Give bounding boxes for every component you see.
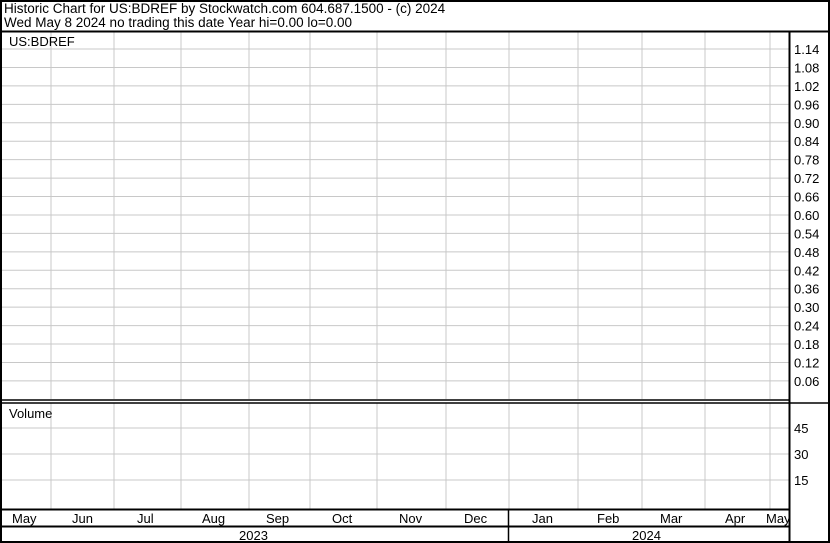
price-tick-label: 0.06	[794, 374, 819, 389]
month-label: Oct	[332, 511, 353, 526]
price-tick-label: 0.18	[794, 337, 819, 352]
month-label: Nov	[399, 511, 423, 526]
price-tick-label: 0.66	[794, 190, 819, 205]
month-label: Jan	[532, 511, 553, 526]
price-tick-label: 0.36	[794, 282, 819, 297]
chart-subtitle: Wed May 8 2024 no trading this date Year…	[4, 15, 353, 30]
month-label: Apr	[725, 511, 746, 526]
month-label: May	[766, 511, 791, 526]
month-label: May	[12, 511, 37, 526]
price-tick-label: 1.08	[794, 60, 819, 75]
price-tick-label: 1.14	[794, 42, 819, 57]
month-label: Jun	[72, 511, 93, 526]
month-label: Aug	[202, 511, 225, 526]
price-tick-label: 0.48	[794, 245, 819, 260]
price-tick-label: 0.24	[794, 319, 819, 334]
month-label: Feb	[597, 511, 619, 526]
price-tick-label: 0.72	[794, 171, 819, 186]
price-tick-label: 1.02	[794, 79, 819, 94]
month-label: Jul	[137, 511, 154, 526]
price-tick-label: 0.78	[794, 153, 819, 168]
price-tick-label: 0.30	[794, 300, 819, 315]
price-tick-label: 0.90	[794, 116, 819, 131]
price-panel-label: US:BDREF	[9, 34, 75, 49]
volume-tick-label: 15	[794, 473, 808, 488]
price-tick-label: 0.96	[794, 97, 819, 112]
chart-title: Historic Chart for US:BDREF by Stockwatc…	[4, 1, 446, 16]
month-label: Sep	[266, 511, 289, 526]
year-label: 2023	[239, 528, 268, 543]
month-label: Dec	[464, 511, 488, 526]
month-label: Mar	[660, 511, 683, 526]
price-tick-label: 0.42	[794, 263, 819, 278]
price-tick-label: 0.60	[794, 208, 819, 223]
year-label: 2024	[632, 528, 661, 543]
price-tick-label: 0.12	[794, 355, 819, 370]
volume-panel-label: Volume	[9, 406, 52, 421]
price-tick-label: 0.84	[794, 134, 819, 149]
price-tick-label: 0.54	[794, 226, 819, 241]
volume-tick-label: 30	[794, 447, 808, 462]
volume-tick-label: 45	[794, 421, 808, 436]
